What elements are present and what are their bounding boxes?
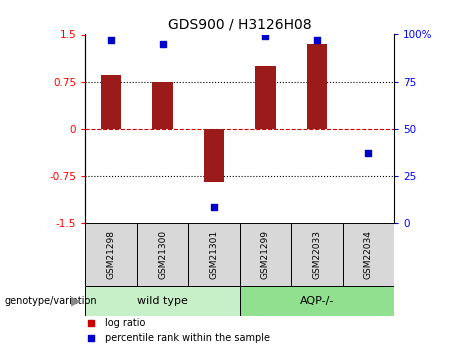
Bar (343, 223, 394, 286)
Point (365, 150, 372, 156)
Bar (204, 128, 224, 182)
Text: AQP-/-: AQP-/- (300, 296, 334, 306)
Point (88, 335, 95, 341)
Bar (137, 223, 188, 286)
Bar (100, 75, 121, 128)
Bar (240, 223, 291, 286)
Point (313, 37, 320, 43)
Bar (85, 223, 137, 286)
Text: GSM22033: GSM22033 (313, 230, 321, 279)
Bar (255, 66, 276, 128)
Bar (291, 223, 343, 286)
Bar (307, 44, 327, 128)
Bar (240, 286, 394, 316)
Text: GSM21299: GSM21299 (261, 230, 270, 279)
Point (262, 33, 269, 39)
Text: log ratio: log ratio (106, 318, 146, 328)
Point (88, 320, 95, 326)
Bar (85, 286, 240, 316)
Title: GDS900 / H3126H08: GDS900 / H3126H08 (168, 18, 312, 32)
Text: GSM21300: GSM21300 (158, 230, 167, 279)
Text: wild type: wild type (137, 296, 188, 306)
Point (107, 37, 115, 43)
Text: percentile rank within the sample: percentile rank within the sample (106, 333, 270, 343)
Text: genotype/variation: genotype/variation (5, 296, 97, 306)
Text: GSM21298: GSM21298 (106, 230, 116, 279)
Text: GSM21301: GSM21301 (209, 230, 219, 279)
Text: ▶: ▶ (71, 295, 81, 307)
Bar (188, 223, 240, 286)
Point (210, 205, 218, 210)
Point (159, 41, 166, 47)
Bar (152, 81, 173, 128)
Text: GSM22034: GSM22034 (364, 230, 373, 279)
